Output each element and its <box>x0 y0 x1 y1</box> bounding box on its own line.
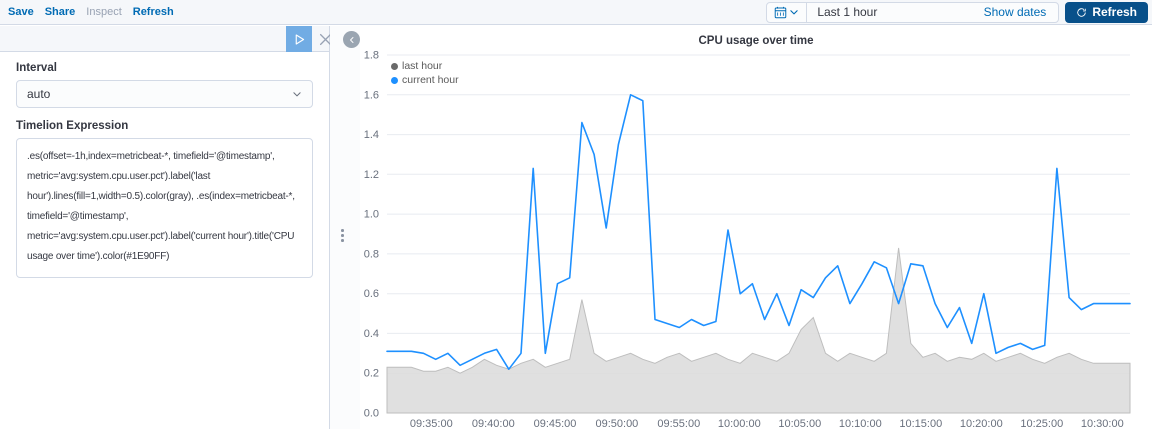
svg-text:10:10:00: 10:10:00 <box>839 418 882 429</box>
svg-text:0.2: 0.2 <box>364 368 379 380</box>
svg-text:1.4: 1.4 <box>364 129 379 141</box>
svg-text:10:15:00: 10:15:00 <box>899 418 942 429</box>
svg-text:09:40:00: 09:40:00 <box>472 418 515 429</box>
svg-text:1.2: 1.2 <box>364 169 379 181</box>
svg-text:09:45:00: 09:45:00 <box>534 418 577 429</box>
svg-text:0.4: 0.4 <box>364 328 379 340</box>
svg-text:1.6: 1.6 <box>364 89 379 101</box>
svg-text:10:25:00: 10:25:00 <box>1020 418 1063 429</box>
svg-text:09:35:00: 09:35:00 <box>410 418 453 429</box>
svg-text:09:55:00: 09:55:00 <box>657 418 700 429</box>
svg-text:0.6: 0.6 <box>364 288 379 300</box>
svg-text:09:50:00: 09:50:00 <box>595 418 638 429</box>
svg-text:10:30:00: 10:30:00 <box>1081 418 1124 429</box>
svg-text:1.0: 1.0 <box>364 209 379 221</box>
svg-text:0.0: 0.0 <box>364 408 379 420</box>
svg-text:1.8: 1.8 <box>364 50 379 62</box>
svg-text:10:20:00: 10:20:00 <box>960 418 1003 429</box>
svg-text:0.8: 0.8 <box>364 248 379 260</box>
svg-text:10:05:00: 10:05:00 <box>778 418 821 429</box>
svg-text:10:00:00: 10:00:00 <box>718 418 761 429</box>
